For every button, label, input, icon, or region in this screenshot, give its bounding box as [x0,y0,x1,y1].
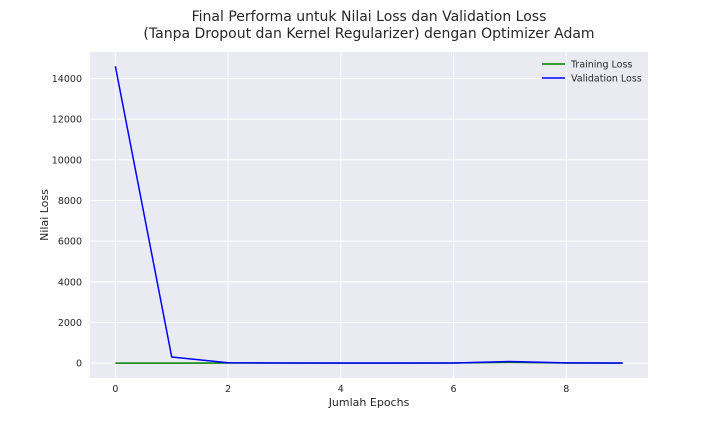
x-axis-label: Jumlah Epochs [328,396,410,409]
chart-title-line-2: (Tanpa Dropout dan Kernel Regularizer) d… [143,26,594,42]
y-tick-label: 2000 [58,318,82,329]
x-tick-label: 6 [451,384,457,395]
y-tick-label: 14000 [52,74,82,85]
legend-label: Validation Loss [571,74,642,85]
y-tick-label: 8000 [58,196,82,207]
plot-area [90,52,648,378]
legend: Training Loss Validation Loss [542,60,642,85]
x-tick-label: 0 [112,384,118,395]
x-tick-label: 4 [338,384,344,395]
legend-label: Training Loss [570,60,632,71]
x-tick-label: 8 [563,384,569,395]
series-line-validation-loss [114,66,623,364]
x-tick-label: 2 [225,384,231,395]
ticks: 0 2 4 6 8 0 2000 4000 6000 8000 10000 12000 14000 [52,74,570,395]
chart-title-line-1: Final Performa untuk Nilai Loss dan Vali… [192,9,547,25]
y-tick-label: 6000 [58,237,82,248]
y-tick-label: 0 [76,359,82,370]
y-tick-label: 10000 [52,155,82,166]
y-axis-label: Nilai Loss [38,189,51,241]
y-tick-label: 4000 [58,277,82,288]
series [114,66,623,364]
y-tick-label: 12000 [52,115,82,126]
